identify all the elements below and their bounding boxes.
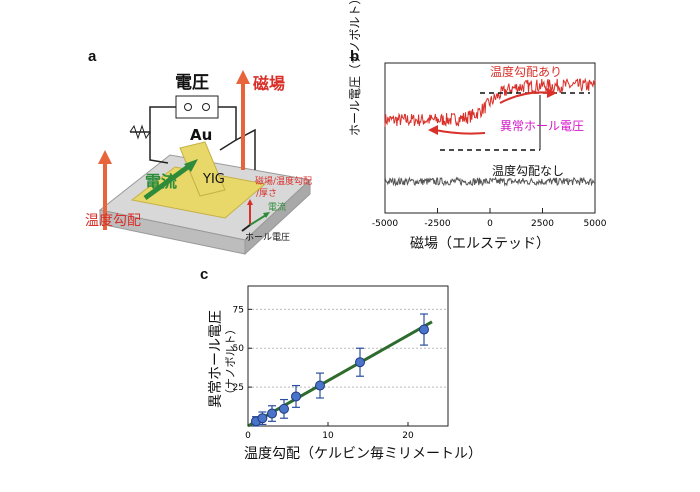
c-ytick-label-2: 75 <box>233 305 244 315</box>
gold-cross-a <box>179 141 226 197</box>
chart-c: 0 10 20 25 50 75 <box>233 285 449 441</box>
b-series-1-label: 温度勾配あり <box>490 65 563 79</box>
chart-b: -5000 -2500 0 2500 5000 <box>372 62 607 229</box>
gold-label: Au <box>190 126 213 144</box>
voltmeter <box>175 95 219 119</box>
c-point-4 <box>291 391 301 402</box>
axes-legend-arrows <box>241 199 270 232</box>
device-schematic <box>98 70 312 256</box>
b-xlabel: 磁場（エルステッド） <box>410 236 550 252</box>
c-xtick-label-0: 0 <box>245 431 251 441</box>
c-point-5 <box>315 380 325 391</box>
panel-c-letter: c <box>200 266 209 283</box>
b-xtick-label-0: -5000 <box>372 219 398 229</box>
c-xlabel: 温度勾配（ケルビン毎ミリメートル） <box>244 446 482 462</box>
field-label: 磁場 <box>253 74 286 93</box>
c-xtick-label-2: 20 <box>402 431 414 441</box>
b-series-line-1 <box>384 77 596 127</box>
axes-legend-line2: /厚さ <box>256 189 278 199</box>
c-ytick-label-1: 50 <box>233 344 245 354</box>
c-fit-line <box>247 320 433 428</box>
current-arrow <box>143 161 194 201</box>
voltage-label: 電圧 <box>175 73 209 93</box>
axes-legend-hall: ホール電圧 <box>245 233 291 243</box>
b-xtick-label-3: 2500 <box>531 219 554 229</box>
b-series-2-label: 温度勾配なし <box>492 164 565 178</box>
substrate-label: YIG <box>203 172 225 187</box>
resistor <box>129 124 151 140</box>
b-ylabel: ホール電圧（ナノボルト） <box>348 0 362 136</box>
c-point-1 <box>257 413 268 424</box>
gradient-label: 温度勾配 <box>85 213 141 229</box>
c-ytick-label-0: 25 <box>233 383 244 393</box>
b-annotation: 異常ホール電圧 <box>500 119 585 133</box>
c-point-6 <box>355 357 365 368</box>
axes-legend-line1: 磁場/温度勾配 <box>255 177 313 187</box>
current-label: 電流 <box>145 172 178 191</box>
c-point-7 <box>419 324 429 335</box>
c-point-2 <box>267 408 277 419</box>
panel-b-letter: b <box>350 48 360 65</box>
b-xtick-label-2: 0 <box>487 219 493 229</box>
axes-legend-current: 電流 <box>268 203 287 213</box>
c-point-3 <box>279 403 289 414</box>
b-series-line-2 <box>384 176 596 187</box>
c-ylabel-unit: （ナノボルト） <box>224 323 237 400</box>
c-xtick-label-1: 10 <box>322 431 334 441</box>
yig-slab-side <box>244 178 311 256</box>
panel-a-letter: a <box>88 48 97 65</box>
b-xtick-label-1: -2500 <box>424 219 450 229</box>
b-xtick-label-4: 5000 <box>584 219 607 229</box>
